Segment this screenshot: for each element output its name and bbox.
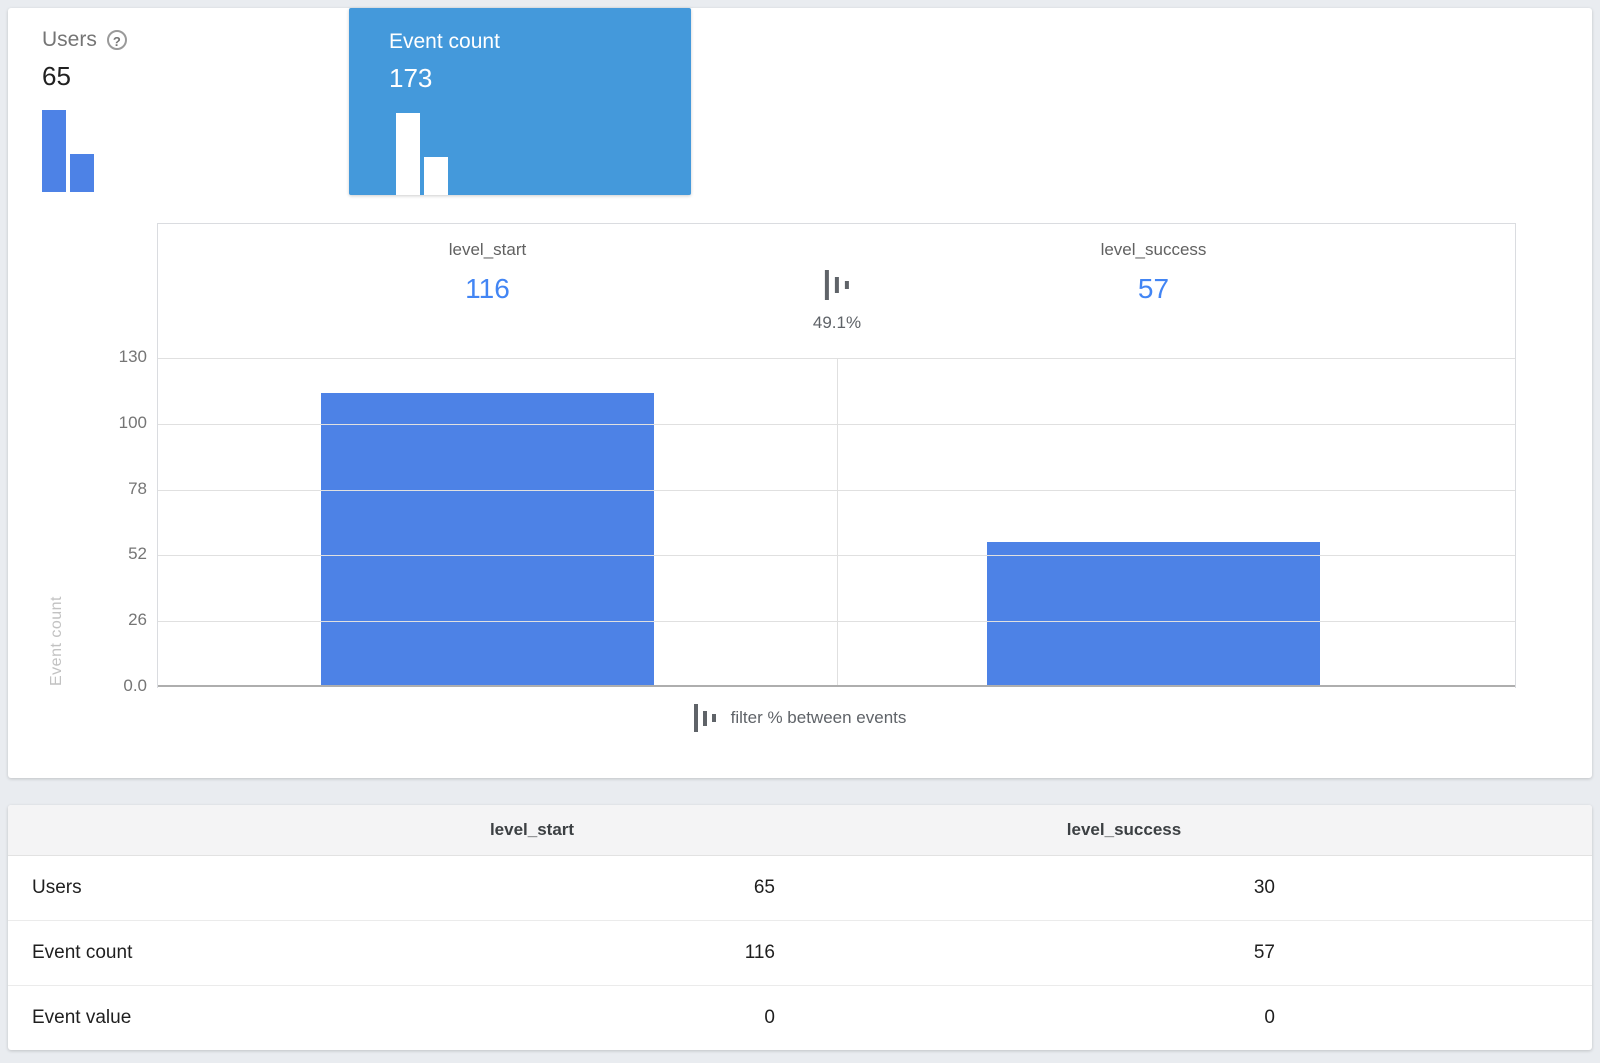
gridline bbox=[158, 555, 1515, 557]
row-label: Event count bbox=[32, 942, 133, 963]
chart-bar[interactable] bbox=[987, 541, 1320, 685]
chart-bar[interactable] bbox=[321, 393, 654, 685]
table-row: Users 65 30 bbox=[8, 856, 1592, 921]
between-events-widget: 49.1% bbox=[813, 224, 861, 333]
events-data-table: level_start level_success Users 65 30 Ev… bbox=[8, 805, 1592, 1050]
category-label: level_success bbox=[1100, 240, 1207, 259]
cell-value: 65 bbox=[753, 877, 775, 898]
mini-bar bbox=[70, 154, 94, 192]
event-count-mini-bar-chart bbox=[396, 110, 691, 195]
y-tick-label: 100 bbox=[118, 412, 147, 432]
y-tick-label: 78 bbox=[128, 478, 147, 498]
y-tick-label: 52 bbox=[128, 544, 147, 564]
row-label: Users bbox=[32, 877, 82, 898]
bar-chart: level_start 116 49.1% level_success 57 bbox=[157, 223, 1516, 688]
gridline bbox=[158, 423, 1515, 425]
table-header-level-success: level_success bbox=[1066, 820, 1182, 839]
table-header-row: level_start level_success bbox=[8, 805, 1592, 856]
cell-value: 0 bbox=[764, 1007, 775, 1028]
y-tick-label: 130 bbox=[118, 347, 147, 366]
category-header-level-success: level_success 57 bbox=[987, 224, 1320, 305]
y-tick-label: 26 bbox=[128, 610, 147, 630]
users-metric-value: 65 bbox=[42, 61, 71, 91]
cell-value: 30 bbox=[1253, 877, 1275, 898]
help-icon[interactable]: ? bbox=[106, 30, 127, 50]
table-header-level-start: level_start bbox=[489, 820, 575, 839]
category-value: 116 bbox=[465, 273, 510, 304]
cell-value: 116 bbox=[744, 942, 775, 963]
table-row: Event value 0 0 bbox=[8, 986, 1592, 1050]
y-axis-title: Event count bbox=[48, 596, 65, 686]
between-events-percent: 49.1% bbox=[812, 313, 862, 332]
event-count-metric-value: 173 bbox=[389, 63, 433, 93]
event-count-metric-label: Event count bbox=[389, 30, 500, 53]
cell-value: 57 bbox=[1253, 942, 1275, 963]
category-header-level-start: level_start 116 bbox=[321, 224, 654, 305]
users-metric-label: Users bbox=[42, 28, 97, 51]
plot-area bbox=[158, 358, 1515, 687]
row-label: Event value bbox=[32, 1007, 132, 1028]
gridline bbox=[158, 489, 1515, 491]
filter-percent-icon bbox=[824, 270, 849, 300]
chart-header-zone: level_start 116 49.1% level_success 57 bbox=[158, 224, 1515, 358]
mini-bar bbox=[424, 157, 448, 195]
y-axis-labels: 130 100 78 52 26 0.0 bbox=[8, 347, 147, 695]
table-row: Event count 116 57 bbox=[8, 921, 1592, 986]
mini-bar bbox=[396, 113, 420, 195]
events-comparison-panel: Users ? 65 Event count 173 level_start 1… bbox=[8, 8, 1592, 778]
category-divider-line bbox=[836, 358, 838, 687]
chart-legend: filter % between events bbox=[8, 704, 1592, 732]
x-axis-baseline bbox=[158, 685, 1515, 687]
cell-value: 0 bbox=[1264, 1007, 1275, 1028]
category-label: level_start bbox=[448, 240, 527, 259]
metric-card-users[interactable]: Users ? 65 bbox=[42, 28, 322, 192]
mini-bar bbox=[42, 110, 66, 192]
gridline bbox=[158, 358, 1515, 359]
y-tick-label: 0.0 bbox=[123, 676, 147, 695]
users-mini-bar-chart bbox=[42, 107, 322, 192]
metric-card-event-count[interactable]: Event count 173 bbox=[349, 8, 691, 195]
legend-text: filter % between events bbox=[730, 708, 907, 727]
category-value: 57 bbox=[1137, 273, 1170, 304]
filter-percent-icon bbox=[693, 704, 716, 732]
gridline bbox=[158, 621, 1515, 623]
